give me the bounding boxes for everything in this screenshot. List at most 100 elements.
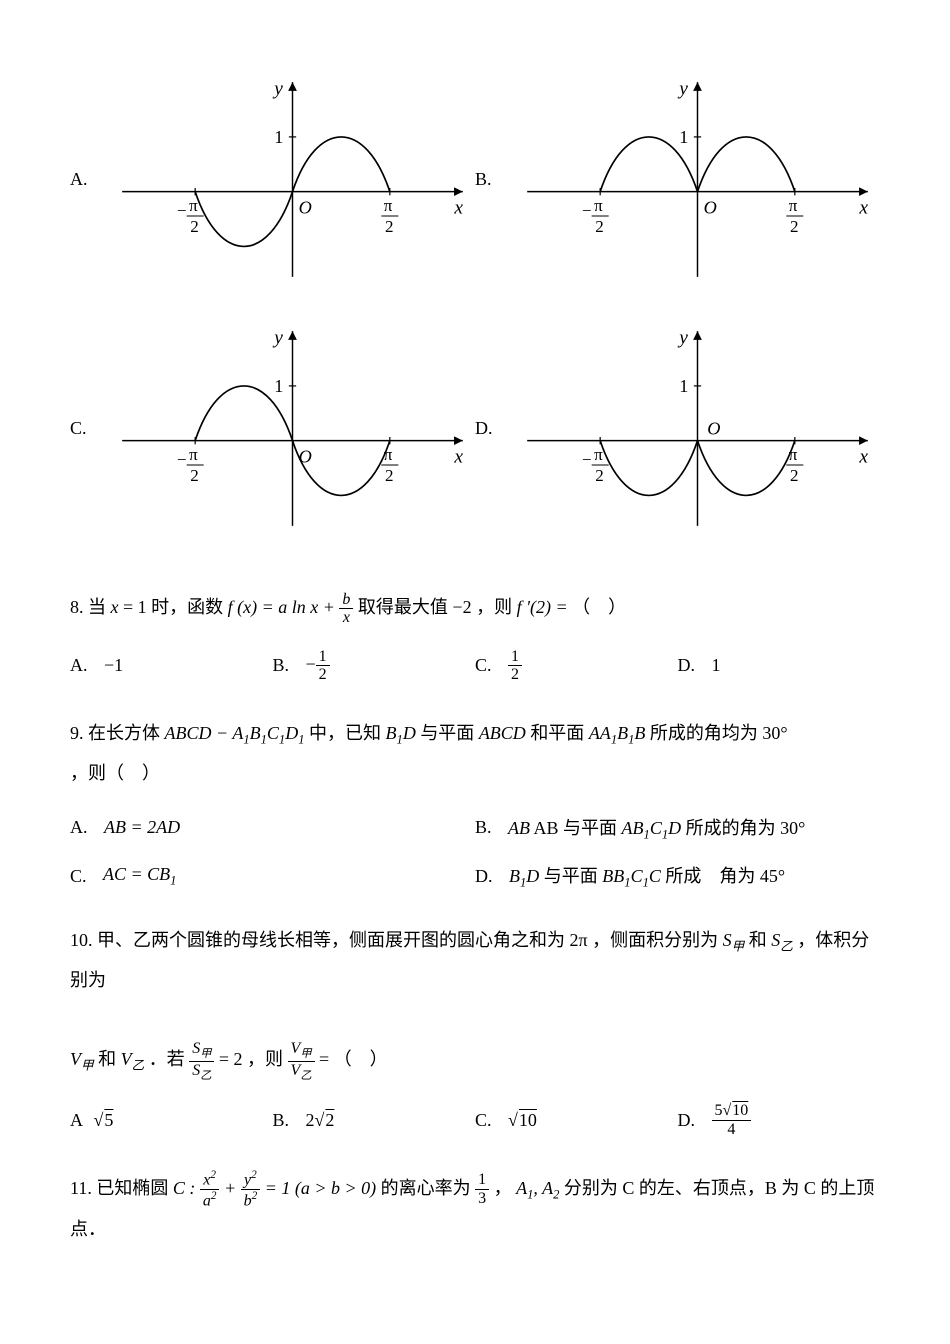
q10-V2: V乙 — [121, 1049, 145, 1069]
q8-ask: f ′(2) = — [517, 597, 573, 617]
q10-opt-D[interactable]: D. 5√104 — [678, 1102, 881, 1138]
svg-text:2: 2 — [190, 466, 199, 485]
q10-opt-C[interactable]: C. √10 — [475, 1102, 678, 1138]
q9-t1: 在长方体 — [88, 723, 160, 743]
svg-text:2: 2 — [190, 217, 199, 236]
svg-text:2: 2 — [385, 217, 394, 236]
q10-and1: 和 — [749, 930, 767, 950]
svg-text:π: π — [594, 196, 603, 215]
q9-t2: 中，已知 — [309, 723, 381, 743]
question-11: 11. 已知椭圆 C : x2a2 + y2b2 = 1 (a > b > 0)… — [70, 1169, 880, 1250]
q9-options: A. AB = 2AD B. AB AB 与平面 AB1C1D 所成的角为 30… — [70, 814, 880, 891]
q9-number: 9. — [70, 723, 84, 743]
q8-opt-A[interactable]: A. −1 — [70, 648, 273, 684]
q8-t2: 时，函数 — [151, 597, 223, 617]
q9-b1d: B1D — [386, 723, 416, 743]
svg-text:x: x — [453, 447, 463, 468]
q9-t4: 和平面 — [530, 723, 584, 743]
q8-opt-C[interactable]: C. 12 — [475, 648, 678, 684]
q8-opt-D[interactable]: D. 1 — [678, 648, 881, 684]
q9-tail: ，则（ ） — [70, 763, 160, 783]
svg-text:1: 1 — [679, 127, 688, 147]
q10-opt-B[interactable]: B. 2√2 — [273, 1102, 476, 1138]
q11-t2: 的离心率为 — [381, 1178, 471, 1198]
q10-t4: ．若 — [149, 1049, 185, 1069]
q10-and2: 和 — [98, 1049, 116, 1069]
svg-text:π: π — [594, 445, 603, 464]
q10-D-val: 5√104 — [712, 1102, 752, 1138]
svg-text:2: 2 — [595, 466, 604, 485]
question-10: 10. 甲、乙两个圆锥的母线长相等，侧面展开图的圆心角之和为 2π ，侧面积分别… — [70, 921, 880, 1082]
q10-ratioV: V甲V乙 — [288, 1040, 315, 1082]
q11-t3: ， — [494, 1178, 512, 1198]
q10-opt-A[interactable]: A √5 — [70, 1102, 273, 1138]
q11-t1: 已知椭圆 — [96, 1178, 168, 1198]
svg-text:π: π — [189, 196, 198, 215]
q10-S1: S甲 — [723, 930, 745, 950]
svg-text:x: x — [858, 198, 868, 219]
svg-text:−: − — [177, 450, 187, 469]
q9-opt-D[interactable]: D. B1D 与平面 BB1C1C 所成 角为 45° — [475, 862, 880, 891]
q11-ecc: 13 — [475, 1171, 489, 1207]
svg-text:2: 2 — [790, 466, 799, 485]
q8-number: 8. — [70, 597, 84, 617]
graph-opt-C-label: C. — [70, 418, 110, 439]
svg-text:O: O — [299, 198, 312, 218]
q9-ang: 30° — [762, 723, 787, 743]
q10-t5: ，则 — [247, 1049, 283, 1069]
svg-text:O: O — [299, 447, 312, 467]
q10-A-val: √5 — [94, 1110, 114, 1131]
q10-S2: S乙 — [771, 930, 793, 950]
q10-ratioS: S甲S乙 — [189, 1040, 214, 1082]
graph-D: x y O 1 − π 2 π 2 — [515, 319, 880, 538]
svg-text:y: y — [272, 78, 283, 99]
q8-t3: 取得最大值 — [358, 597, 448, 617]
graph-opt-A-label: A. — [70, 169, 110, 190]
svg-text:1: 1 — [274, 127, 283, 147]
q8-A-val: −1 — [104, 655, 123, 676]
svg-text:O: O — [707, 419, 720, 439]
q9-opt-B[interactable]: B. AB AB 与平面 AB1C1D 所成的角为 30° — [475, 814, 880, 843]
graph-A: x y O 1 − π 2 π 2 — [110, 70, 475, 289]
q9-D-val: B1D 与平面 BB1C1C 所成 角为 45° — [509, 862, 785, 891]
graph-opt-D-label: D. — [475, 418, 515, 439]
q9-A-val: AB = 2AD — [104, 817, 180, 838]
svg-text:π: π — [189, 445, 198, 464]
svg-text:−: − — [177, 201, 187, 220]
svg-text:y: y — [677, 78, 688, 99]
svg-text:y: y — [272, 327, 283, 348]
q8-func: f (x) = a ln x + bx — [228, 597, 358, 617]
q10-A-label: A — [70, 1110, 88, 1131]
svg-text:π: π — [789, 196, 798, 215]
q11-ellipse: C : x2a2 + y2b2 = 1 (a > b > 0) — [173, 1178, 381, 1198]
svg-text:π: π — [384, 196, 393, 215]
svg-text:2: 2 — [385, 466, 394, 485]
q8-t1: 当 — [88, 597, 106, 617]
svg-text:2: 2 — [790, 217, 799, 236]
q10-C-val: √10 — [508, 1110, 537, 1131]
q9-body1: ABCD − A1B1C1D1 — [165, 723, 305, 743]
q8-val: −2 — [452, 597, 471, 617]
q9-opt-A[interactable]: A. AB = 2AD — [70, 814, 475, 843]
svg-text:x: x — [453, 198, 463, 219]
q9-p2: AA1B1B — [589, 723, 646, 743]
q9-t3: 与平面 — [420, 723, 474, 743]
q10-B-val: 2√2 — [306, 1110, 335, 1131]
q9-t5: 所成的角均为 — [650, 723, 758, 743]
q8-xeq1: x — [111, 597, 124, 617]
q10-tail: （ ） — [334, 1049, 388, 1069]
svg-text:x: x — [858, 447, 868, 468]
svg-text:1: 1 — [679, 376, 688, 396]
svg-text:1: 1 — [274, 376, 283, 396]
svg-text:−: − — [582, 201, 592, 220]
svg-text:−: − — [582, 450, 592, 469]
graph-opt-B-label: B. — [475, 169, 515, 190]
q8-t4: ，则 — [476, 597, 512, 617]
q8-D-val: 1 — [712, 655, 721, 676]
q11-number: 11. — [70, 1178, 92, 1198]
q8-opt-B[interactable]: B. −12 — [273, 648, 476, 684]
q8-C-val: 12 — [508, 648, 522, 684]
q9-opt-C[interactable]: C. AC = CB1 — [70, 862, 475, 891]
question-8: 8. 当 x = 1 时，函数 f (x) = a ln x + bx 取得最大… — [70, 588, 880, 628]
q10-options: A √5 B. 2√2 C. √10 D. 5√104 — [70, 1102, 880, 1138]
